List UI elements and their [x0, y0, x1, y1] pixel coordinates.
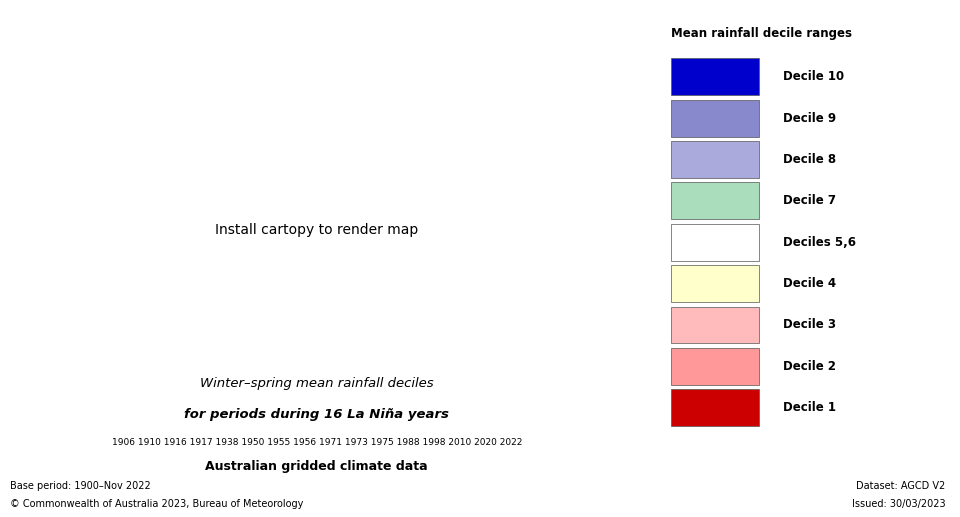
- Text: Issued: 30/03/2023: Issued: 30/03/2023: [852, 499, 946, 509]
- Text: for periods during 16 La Niña years: for periods during 16 La Niña years: [184, 408, 449, 421]
- Text: Decile 10: Decile 10: [782, 70, 844, 83]
- Text: Decile 1: Decile 1: [782, 401, 836, 414]
- Text: Install cartopy to render map: Install cartopy to render map: [215, 223, 419, 237]
- Text: Dataset: AGCD V2: Dataset: AGCD V2: [856, 481, 946, 491]
- Text: Decile 3: Decile 3: [782, 318, 836, 331]
- Text: 1906 1910 1916 1917 1938 1950 1955 1956 1971 1973 1975 1988 1998 2010 2020 2022: 1906 1910 1916 1917 1938 1950 1955 1956 …: [111, 438, 522, 447]
- Bar: [671, 100, 759, 136]
- Text: Decile 7: Decile 7: [782, 194, 836, 207]
- Bar: [671, 58, 759, 95]
- Bar: [671, 183, 759, 219]
- Text: Winter–spring mean rainfall deciles: Winter–spring mean rainfall deciles: [200, 377, 434, 390]
- Text: Decile 9: Decile 9: [782, 112, 836, 125]
- Bar: [671, 224, 759, 261]
- Bar: [671, 348, 759, 385]
- Text: Decile 2: Decile 2: [782, 360, 836, 373]
- Bar: [671, 307, 759, 343]
- Text: Decile 8: Decile 8: [782, 153, 836, 166]
- Text: Deciles 5,6: Deciles 5,6: [782, 236, 855, 249]
- Text: Base period: 1900–Nov 2022: Base period: 1900–Nov 2022: [10, 481, 151, 491]
- Bar: [671, 389, 759, 426]
- Text: Australian gridded climate data: Australian gridded climate data: [205, 460, 428, 473]
- Text: © Commonwealth of Australia 2023, Bureau of Meteorology: © Commonwealth of Australia 2023, Bureau…: [10, 499, 303, 509]
- Bar: [671, 265, 759, 302]
- Bar: [671, 141, 759, 178]
- Text: Mean rainfall decile ranges: Mean rainfall decile ranges: [671, 27, 852, 40]
- Text: Decile 4: Decile 4: [782, 277, 836, 290]
